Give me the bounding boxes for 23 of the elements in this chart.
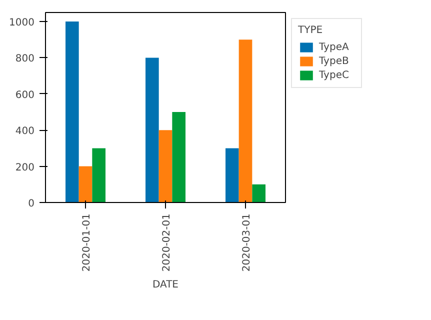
bar [78,166,92,202]
legend-label: TypeC [319,69,350,81]
bar [66,22,79,202]
y-tick-label: 800 [15,54,35,65]
x-tick-label: 2020-01-01 [82,213,92,272]
x-axis-title: DATE [152,280,179,291]
legend-label: TypeB [319,55,350,67]
bar [172,112,186,202]
legend-label: TypeA [319,41,350,53]
y-tick-label: 0 [28,198,35,210]
legend-title: TYPE [298,25,324,36]
bar [252,184,266,202]
bar [238,40,252,202]
y-tick-label: 200 [15,162,35,174]
x-tick-label: 2020-03-01 [242,213,252,272]
y-tick-label: 400 [15,126,35,138]
bar [146,58,159,202]
bar [226,148,239,202]
y-tick-label: 600 [15,90,35,101]
x-tick-label: 2020-02-01 [162,213,172,272]
bar [92,148,106,202]
bar [158,130,172,202]
y-tick-label: 1000 [9,18,35,29]
